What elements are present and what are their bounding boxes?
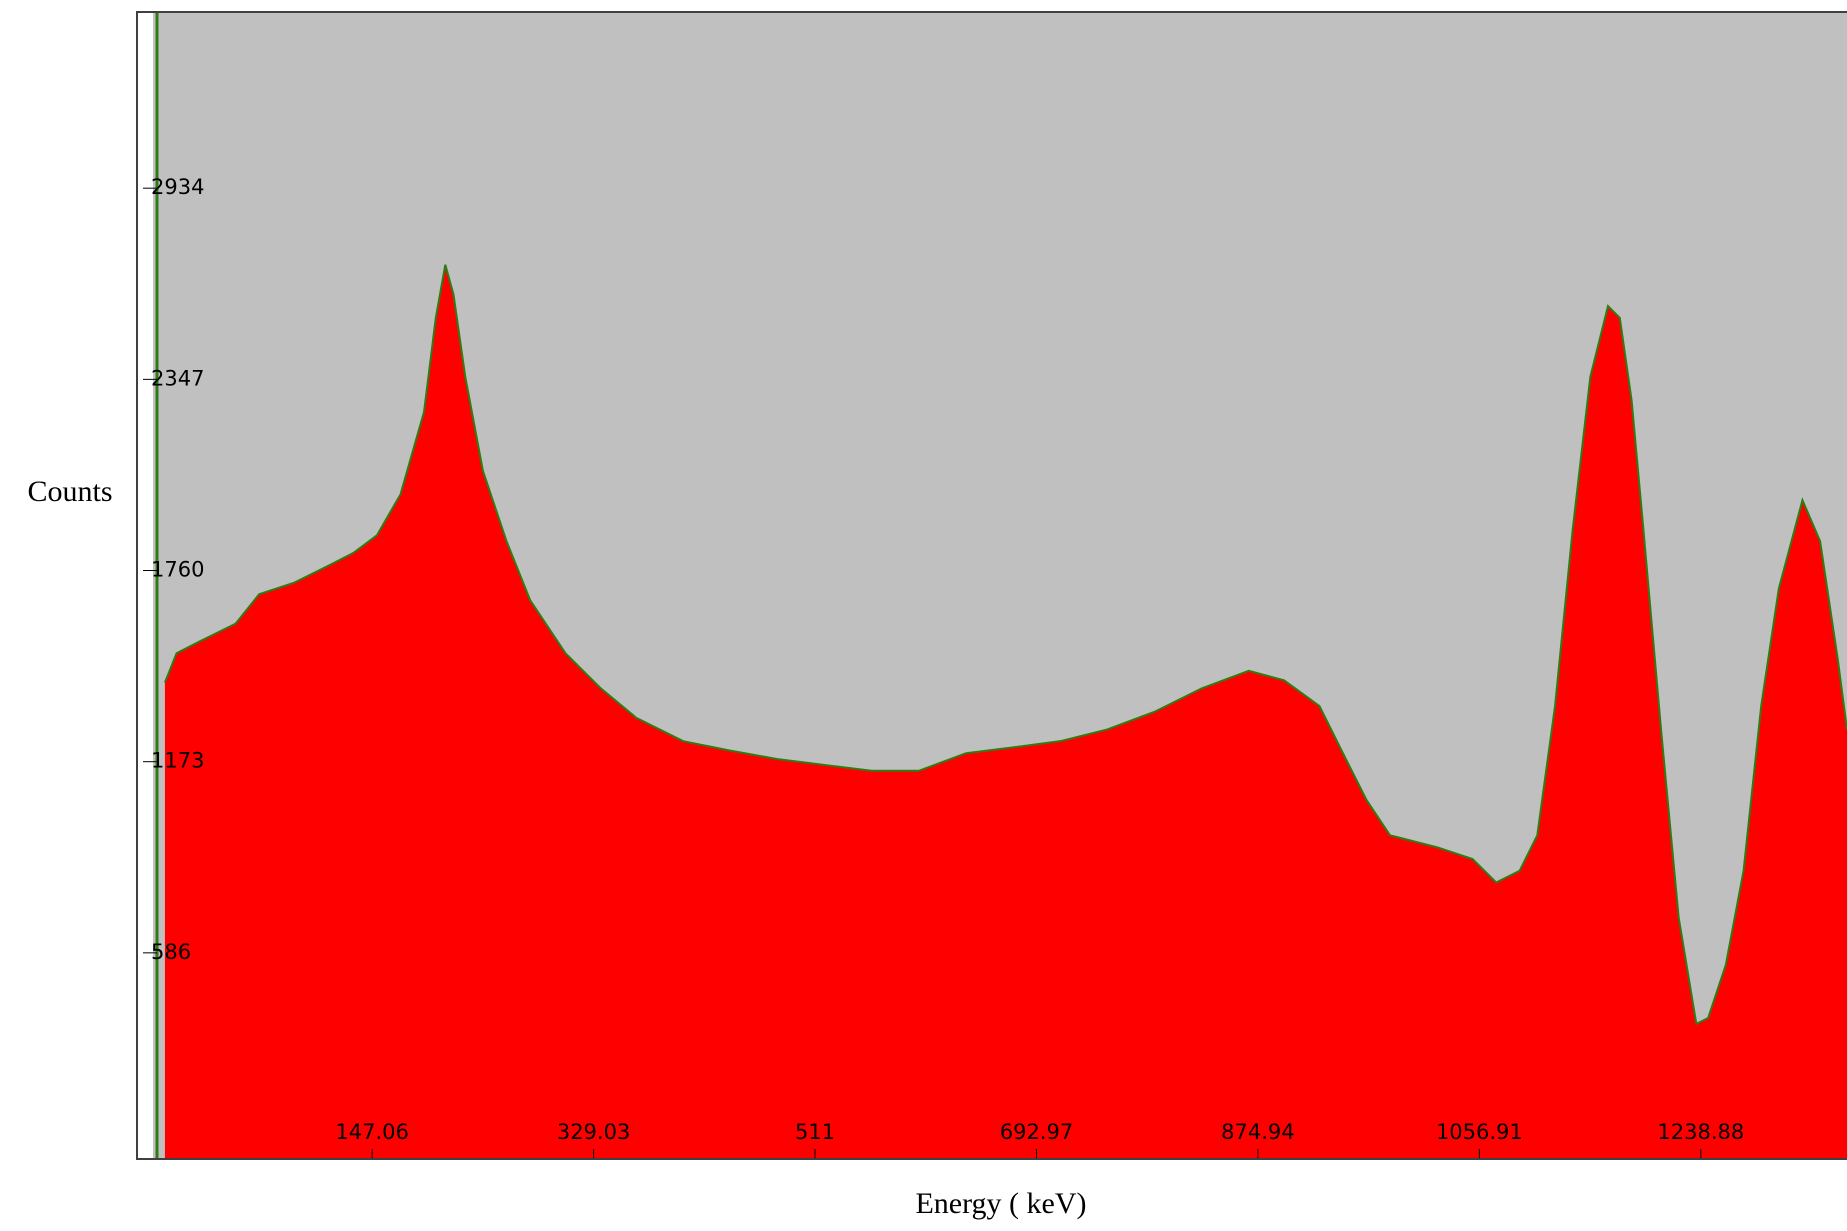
x-axis-label: Energy ( keV) xyxy=(915,1187,1086,1220)
x-tick-label: 511 xyxy=(795,1120,835,1144)
y-axis-label: Counts xyxy=(27,475,112,508)
x-tick-label: 874.94 xyxy=(1221,1120,1294,1144)
x-tick-label: 147.06 xyxy=(335,1120,408,1144)
plot-frame xyxy=(136,11,1847,1160)
y-tick-label: 2347 xyxy=(151,366,204,390)
x-tick-label: 1056.91 xyxy=(1436,1120,1523,1144)
x-tick-label: 329.03 xyxy=(557,1120,630,1144)
line xyxy=(163,264,1847,1026)
area xyxy=(164,264,1847,1159)
x-tick-label: 692.97 xyxy=(1000,1120,1073,1144)
y-tick-label: 1173 xyxy=(151,749,204,773)
x-tick-label: 1238.88 xyxy=(1657,1120,1744,1144)
y-tick-label: 586 xyxy=(151,940,191,964)
y-tick-label: 1760 xyxy=(151,558,204,582)
y-tick-label: 2934 xyxy=(151,175,204,199)
